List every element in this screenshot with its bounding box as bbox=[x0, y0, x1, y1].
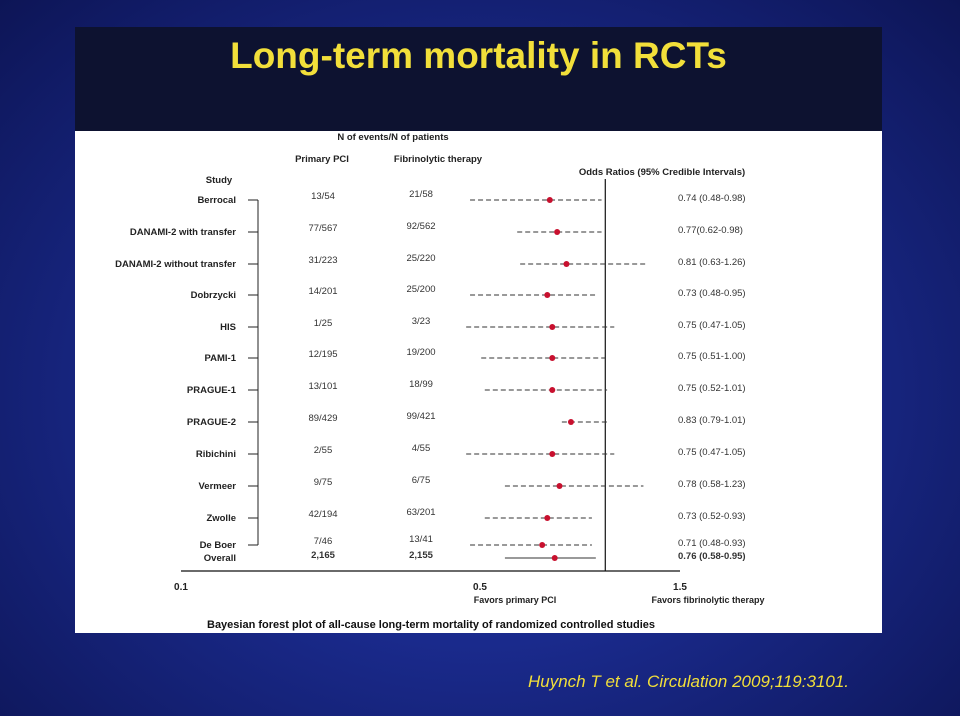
study-name: DANAMI-2 with transfer bbox=[130, 227, 236, 238]
pci-events: 31/223 bbox=[308, 255, 337, 266]
fib-events: 92/562 bbox=[406, 221, 435, 232]
point-estimate bbox=[567, 419, 574, 425]
pci-events: 2/55 bbox=[314, 445, 333, 456]
pci-events: 9/75 bbox=[314, 477, 333, 488]
study-name: Overall bbox=[204, 553, 236, 564]
header-primary-pci: Primary PCI bbox=[295, 154, 349, 165]
study-name: PRAGUE-1 bbox=[187, 385, 237, 396]
study-name: Zwolle bbox=[206, 513, 236, 524]
odds-ratio-label: 0.76 (0.58-0.95) bbox=[678, 551, 746, 562]
fib-events: 18/99 bbox=[409, 379, 433, 390]
odds-ratio-label: 0.78 (0.58-1.23) bbox=[678, 479, 746, 490]
odds-ratio-label: 0.75 (0.47-1.05) bbox=[678, 447, 746, 458]
pci-events: 7/46 bbox=[314, 536, 333, 547]
study-name: Dobrzycki bbox=[191, 290, 236, 301]
slide-title: Long-term mortality in RCTs bbox=[230, 35, 727, 76]
header-events-group: N of events/N of patients bbox=[337, 132, 448, 143]
odds-ratio-label: 0.75 (0.51-1.00) bbox=[678, 351, 746, 362]
study-name: PAMI-1 bbox=[205, 353, 237, 364]
pci-events: 42/194 bbox=[308, 509, 337, 520]
header-study: Study bbox=[206, 175, 233, 186]
title-band: Long-term mortality in RCTs bbox=[75, 27, 882, 131]
fib-events: 3/23 bbox=[412, 316, 431, 327]
fib-events: 25/220 bbox=[406, 253, 435, 264]
fib-events: 63/201 bbox=[406, 507, 435, 518]
odds-ratio-label: 0.77(0.62-0.98) bbox=[678, 225, 743, 236]
study-name: DANAMI-2 without transfer bbox=[115, 259, 236, 270]
pci-events: 1/25 bbox=[314, 318, 333, 329]
point-estimate bbox=[549, 355, 556, 361]
study-name: Ribichini bbox=[196, 449, 236, 460]
study-name: Vermeer bbox=[198, 481, 236, 492]
odds-ratio-label: 0.74 (0.48-0.98) bbox=[678, 193, 746, 204]
pci-events: 14/201 bbox=[308, 286, 337, 297]
header-odds-ratios: Odds Ratios (95% Credible Intervals) bbox=[579, 167, 745, 178]
point-estimate bbox=[549, 451, 556, 457]
forest-plot: N of events/N of patients Primary PCI Fi… bbox=[115, 132, 764, 631]
fib-events: 21/58 bbox=[409, 189, 433, 200]
odds-ratio-label: 0.81 (0.63-1.26) bbox=[678, 257, 746, 268]
pci-events: 77/567 bbox=[308, 223, 337, 234]
study-name: PRAGUE-2 bbox=[187, 417, 236, 428]
axis-tick-label: 1.5 bbox=[673, 582, 687, 593]
point-estimate bbox=[549, 387, 556, 393]
pci-events: 13/54 bbox=[311, 191, 335, 202]
odds-ratio-label: 0.75 (0.52-1.01) bbox=[678, 383, 746, 394]
fib-events: 4/55 bbox=[412, 443, 431, 454]
pci-events: 13/101 bbox=[308, 381, 337, 392]
fib-events: 19/200 bbox=[406, 347, 435, 358]
point-estimate bbox=[544, 515, 551, 521]
fib-events: 25/200 bbox=[406, 284, 435, 295]
pci-events: 12/195 bbox=[308, 349, 337, 360]
odds-ratio-label: 0.75 (0.47-1.05) bbox=[678, 320, 746, 331]
fib-events: 2,155 bbox=[409, 550, 433, 561]
study-name: De Boer bbox=[200, 540, 237, 551]
point-estimate bbox=[539, 542, 546, 548]
pci-events: 89/429 bbox=[308, 413, 337, 424]
point-estimate bbox=[551, 555, 558, 561]
odds-ratio-label: 0.83 (0.79-1.01) bbox=[678, 415, 746, 426]
point-estimate bbox=[544, 292, 551, 298]
point-estimate bbox=[549, 324, 556, 330]
figure-caption: Bayesian forest plot of all-cause long-t… bbox=[207, 619, 655, 631]
axis-tick-label: 0.1 bbox=[174, 582, 188, 593]
axis-tick-label: 0.5 bbox=[473, 582, 487, 593]
point-estimate bbox=[546, 197, 553, 203]
point-estimate bbox=[563, 261, 570, 267]
study-name: Berrocal bbox=[197, 195, 236, 206]
citation: Huynch T et al. Circulation 2009;119:310… bbox=[528, 672, 849, 691]
study-name: HIS bbox=[220, 322, 236, 333]
fib-events: 6/75 bbox=[412, 475, 431, 486]
odds-ratio-label: 0.73 (0.52-0.93) bbox=[678, 511, 746, 522]
odds-ratio-label: 0.73 (0.48-0.95) bbox=[678, 288, 746, 299]
favors-fibrinolytic-label: Favors fibrinolytic therapy bbox=[651, 595, 764, 605]
slide-frame: Long-term mortality in RCTs N of events/… bbox=[75, 27, 882, 633]
favors-primary-pci-label: Favors primary PCI bbox=[474, 595, 557, 605]
odds-ratio-label: 0.71 (0.48-0.93) bbox=[678, 538, 746, 549]
pci-events: 2,165 bbox=[311, 550, 335, 561]
point-estimate bbox=[556, 483, 563, 489]
point-estimate bbox=[554, 229, 561, 235]
header-fibrinolytic: Fibrinolytic therapy bbox=[394, 154, 483, 165]
fib-events: 99/421 bbox=[406, 411, 435, 422]
fib-events: 13/41 bbox=[409, 534, 433, 545]
